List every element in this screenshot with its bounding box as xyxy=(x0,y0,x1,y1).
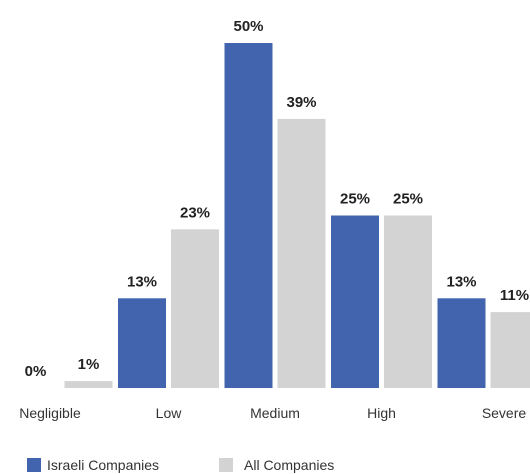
bar-high-israeli xyxy=(331,215,379,388)
bar-negligible-all xyxy=(64,381,113,388)
bars-group xyxy=(64,43,530,389)
x-tick-label-high: High xyxy=(367,405,396,421)
bar-value-label-high-all: 25% xyxy=(393,191,423,208)
bar-value-label-negligible-israeli: 0% xyxy=(25,363,47,380)
bar-value-label-medium-all: 39% xyxy=(286,94,316,111)
bar-severe-israeli xyxy=(437,298,486,388)
legend-swatch-all xyxy=(219,458,233,472)
bar-severe-all xyxy=(490,312,530,388)
x-tick-label-low: Low xyxy=(156,405,183,421)
bar-labels-group: 0% 1% 13% 23% 50% 39% 25% 25% 13% 11% xyxy=(25,18,529,380)
legend-label-all: All Companies xyxy=(244,457,334,473)
legend: Israeli Companies All Companies xyxy=(27,457,334,473)
bar-value-label-high-israeli: 25% xyxy=(340,191,370,208)
bar-medium-israeli xyxy=(224,43,273,388)
bar-value-label-severe-israeli: 13% xyxy=(446,273,476,290)
x-tick-label-medium: Medium xyxy=(250,405,300,421)
legend-swatch-israeli xyxy=(27,458,41,472)
bar-value-label-negligible-all: 1% xyxy=(78,356,100,373)
bar-low-all xyxy=(171,229,219,388)
bar-low-israeli xyxy=(118,298,166,388)
bar-medium-all xyxy=(277,118,326,389)
bar-high-all xyxy=(384,215,432,388)
bar-value-label-severe-all: 11% xyxy=(500,287,529,304)
x-tick-label-severe: Severe xyxy=(482,405,527,421)
x-tick-label-negligible: Negligible xyxy=(19,405,81,421)
bar-value-label-low-all: 23% xyxy=(180,204,210,221)
bar-value-label-low-israeli: 13% xyxy=(127,273,157,290)
bar-value-label-medium-israeli: 50% xyxy=(233,18,263,35)
legend-label-israeli: Israeli Companies xyxy=(47,457,159,473)
x-axis-ticks: Negligible Low Medium High Severe xyxy=(19,405,526,421)
